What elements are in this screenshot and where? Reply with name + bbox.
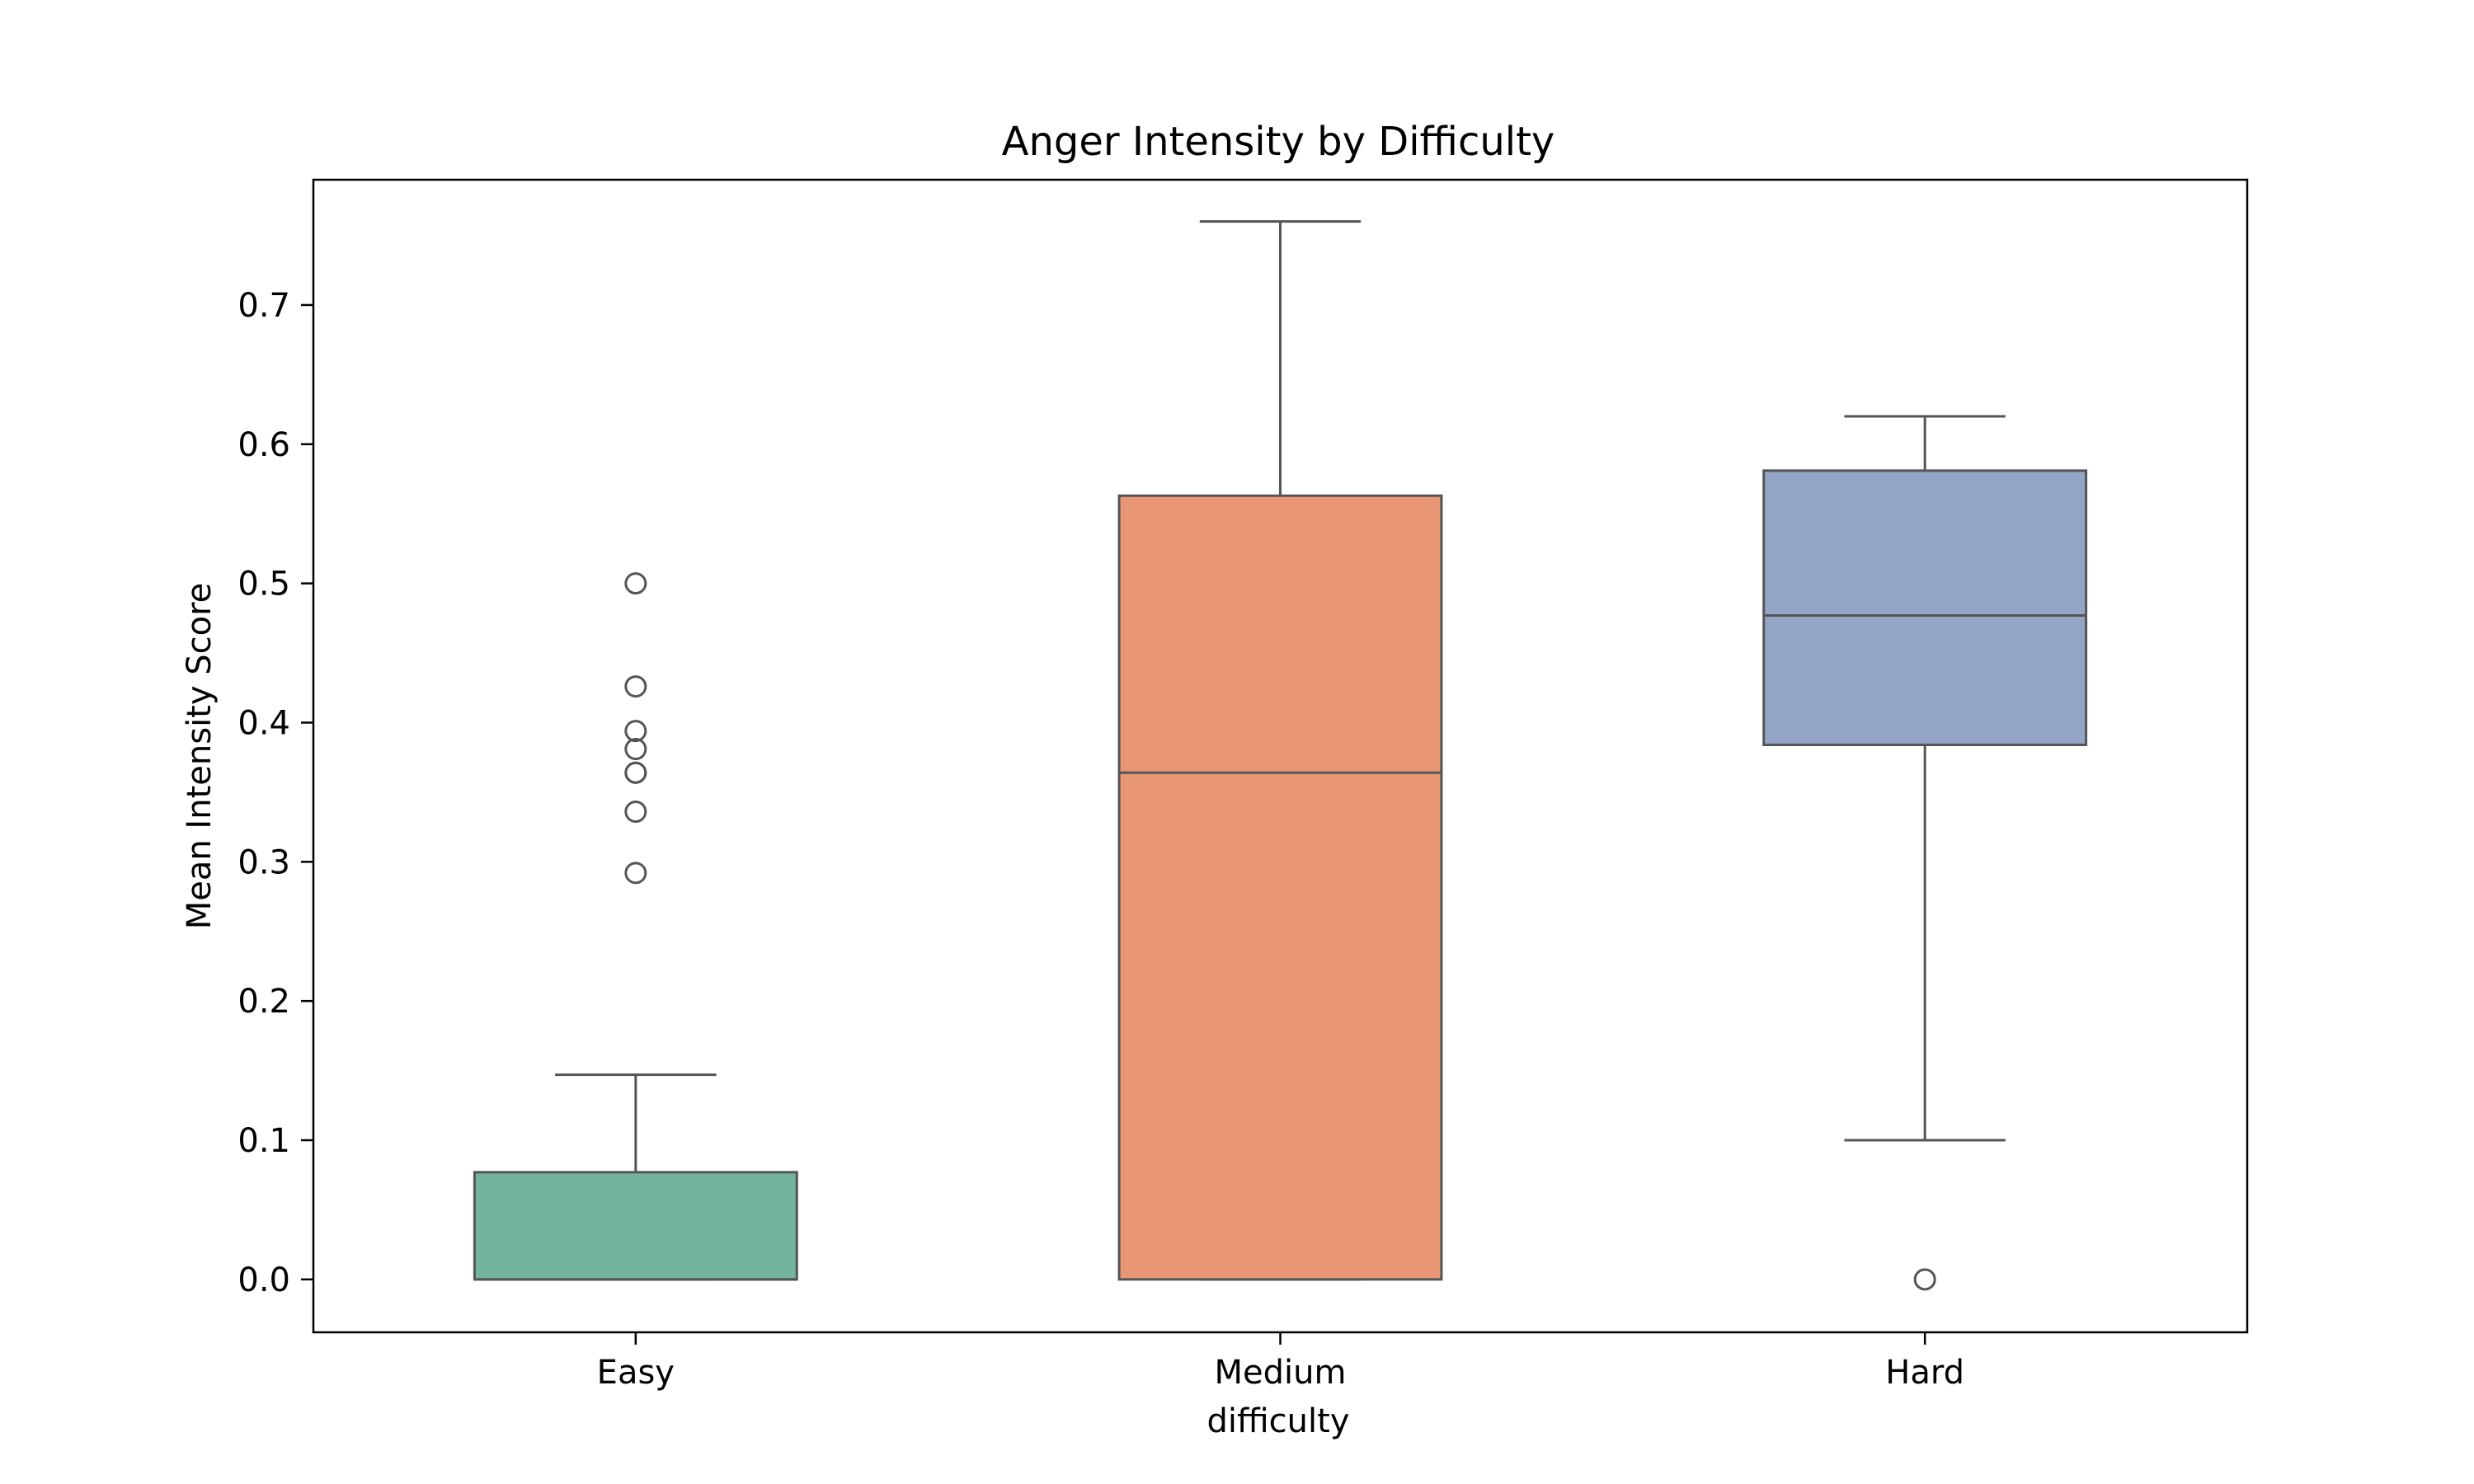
- outlier-point-easy: [624, 801, 647, 824]
- box-hard: [1762, 469, 2088, 746]
- x-axis: Easy Medium Hard: [597, 1332, 1964, 1392]
- chart-title: Anger Intensity by Difficulty: [1002, 119, 1555, 165]
- outlier-point-easy: [624, 738, 647, 761]
- box-group-easy: [473, 572, 798, 1281]
- y-axis: 0.0 0.1 0.2 0.3 0.4 0.5 0.6 0.7: [238, 287, 313, 1299]
- y-tick-label: 0.5: [238, 566, 290, 603]
- outlier-point-easy: [624, 675, 647, 698]
- box-group-hard: [1762, 415, 2088, 1291]
- y-tick-label: 0.7: [238, 287, 290, 325]
- y-axis-label: Mean Intensity Score: [181, 583, 219, 930]
- x-tick-label-easy: Easy: [597, 1354, 675, 1392]
- x-tick-label-medium: Medium: [1215, 1354, 1347, 1392]
- plot-area: [473, 220, 2088, 1291]
- outlier-point-easy: [624, 862, 647, 885]
- x-tick-label-hard: Hard: [1885, 1354, 1964, 1392]
- y-tick-label: 0.2: [238, 983, 290, 1021]
- y-tick-label: 0.0: [238, 1261, 290, 1299]
- outlier-point-hard: [1913, 1268, 1936, 1291]
- box-medium: [1117, 494, 1443, 1281]
- y-tick-label: 0.6: [238, 426, 290, 464]
- y-tick-label: 0.3: [238, 843, 290, 881]
- x-axis-label: difficulty: [1207, 1402, 1350, 1440]
- outlier-point-easy: [624, 761, 647, 784]
- y-tick-label: 0.4: [238, 704, 290, 742]
- box-easy: [473, 1171, 798, 1281]
- outlier-point-easy: [624, 720, 647, 743]
- outlier-point-easy: [624, 572, 647, 595]
- box-group-medium: [1117, 220, 1443, 1281]
- y-tick-label: 0.1: [238, 1122, 290, 1160]
